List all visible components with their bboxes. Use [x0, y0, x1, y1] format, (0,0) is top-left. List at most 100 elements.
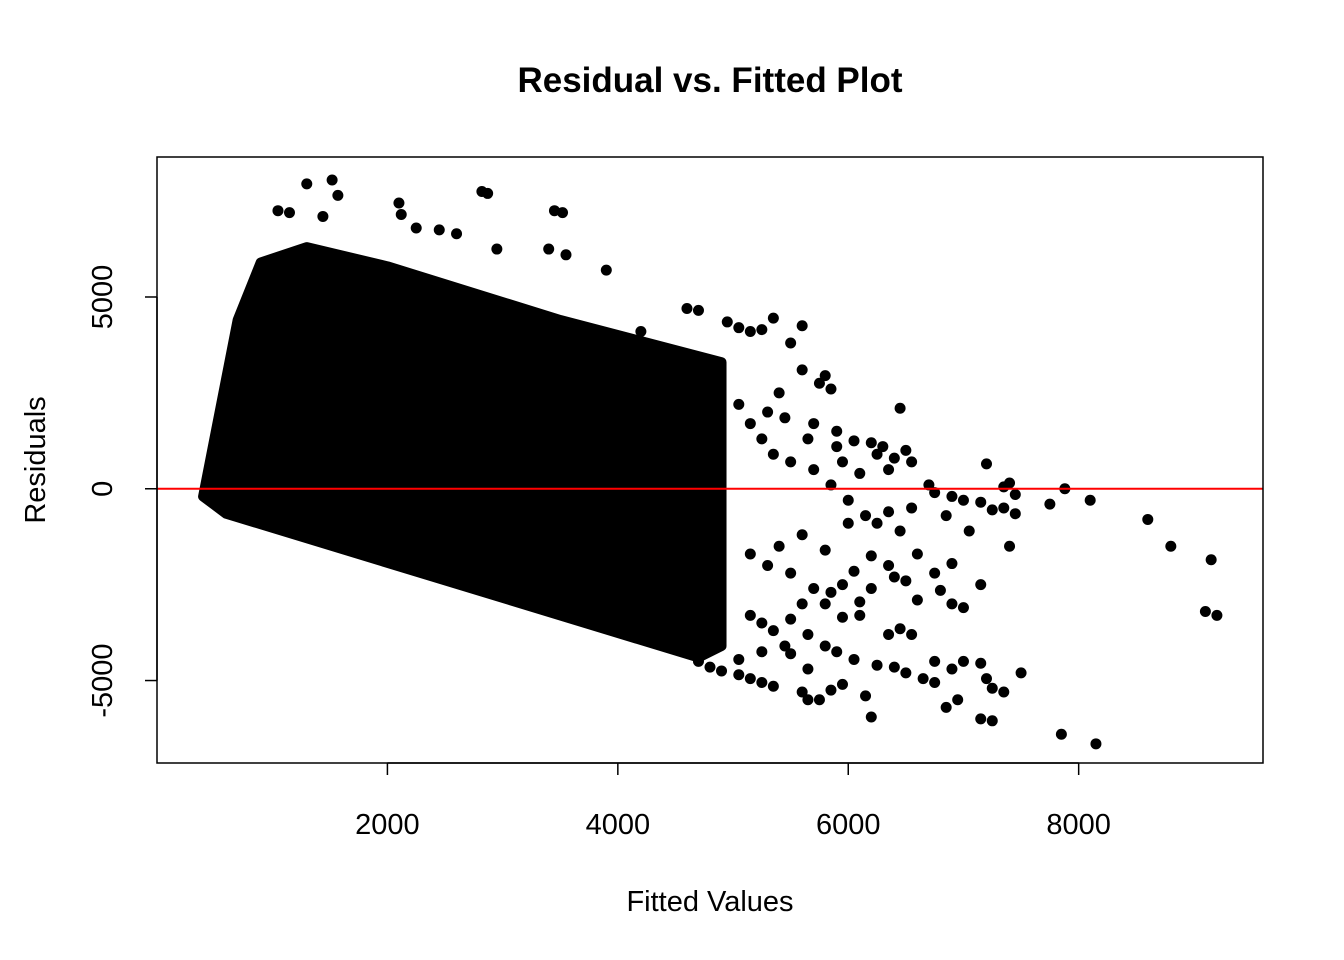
data-point: [1009, 489, 1021, 501]
data-point: [871, 659, 883, 671]
data-point: [692, 304, 704, 316]
data-point: [796, 320, 808, 332]
data-point: [808, 582, 820, 594]
data-point: [692, 655, 704, 667]
data-point: [986, 504, 998, 516]
data-point: [911, 548, 923, 560]
data-point: [1205, 554, 1217, 566]
data-point: [825, 586, 837, 598]
data-point: [934, 584, 946, 596]
y-axis: -5000 0 5000: [87, 265, 158, 718]
data-point: [819, 598, 831, 610]
data-point: [433, 224, 445, 236]
data-point: [865, 711, 877, 723]
data-point: [883, 629, 895, 641]
data-point: [963, 525, 975, 537]
data-point: [929, 567, 941, 579]
data-point: [744, 326, 756, 338]
data-point: [825, 479, 837, 491]
y-tick-label: 5000: [87, 265, 119, 330]
data-point: [975, 657, 987, 669]
data-point: [744, 548, 756, 560]
data-point: [906, 456, 918, 468]
data-point: [762, 559, 774, 571]
data-point: [332, 189, 344, 201]
data-point: [767, 312, 779, 324]
data-point: [888, 571, 900, 583]
data-point: [1015, 667, 1027, 679]
data-point: [283, 207, 295, 219]
data-point: [744, 418, 756, 430]
data-point: [557, 207, 569, 219]
data-point: [819, 370, 831, 382]
data-point: [836, 579, 848, 591]
data-point: [998, 502, 1010, 514]
data-point: [906, 629, 918, 641]
data-point: [981, 458, 992, 470]
data-point: [854, 596, 866, 608]
data-point: [986, 715, 998, 727]
data-point: [767, 680, 779, 692]
data-point: [1090, 738, 1102, 750]
data-point: [940, 701, 952, 713]
data-point: [451, 228, 463, 240]
data-point: [543, 243, 555, 255]
data-point: [831, 646, 843, 658]
data-point: [883, 464, 895, 476]
data-point: [802, 629, 814, 641]
data-point: [733, 398, 745, 410]
data-point: [317, 210, 329, 222]
data-point: [929, 676, 941, 688]
data-point: [831, 425, 843, 437]
data-point: [900, 575, 912, 587]
data-point: [917, 673, 929, 685]
y-tick-label: -5000: [87, 643, 119, 717]
data-point: [773, 540, 785, 552]
data-point: [560, 249, 572, 261]
data-point: [871, 448, 883, 460]
data-point: [986, 682, 998, 694]
data-point: [785, 456, 797, 468]
y-axis-label: Residuals: [20, 396, 52, 523]
data-point: [272, 205, 284, 217]
data-point: [940, 510, 952, 522]
dense-points-region: [198, 242, 727, 663]
dense-point-cloud: [198, 242, 727, 663]
data-point: [946, 598, 958, 610]
data-point: [946, 663, 958, 675]
data-point: [888, 452, 900, 464]
data-point: [825, 383, 837, 395]
data-point: [1199, 606, 1211, 617]
data-point: [802, 694, 814, 706]
data-point: [600, 264, 612, 276]
data-point: [808, 464, 820, 476]
data-point: [733, 322, 745, 334]
data-point: [888, 661, 900, 673]
data-point: [785, 337, 797, 349]
x-axis-label: Fitted Values: [626, 886, 793, 918]
data-point: [1165, 540, 1177, 552]
data-point: [721, 316, 733, 328]
data-point: [952, 694, 964, 706]
data-point: [848, 653, 860, 665]
data-point: [744, 673, 756, 685]
x-axis: 2000 4000 6000 8000: [355, 762, 1111, 841]
data-point: [894, 525, 906, 537]
data-point: [1004, 540, 1016, 552]
data-point: [819, 544, 831, 556]
data-point: [301, 178, 313, 190]
data-point: [1044, 498, 1056, 510]
data-point: [883, 559, 895, 571]
data-point: [635, 326, 647, 338]
data-point: [395, 209, 407, 221]
data-point: [785, 613, 797, 625]
data-point: [744, 609, 756, 621]
data-point: [1084, 494, 1096, 506]
data-point: [756, 676, 768, 688]
data-point: [865, 550, 877, 562]
data-point: [957, 655, 969, 667]
data-point: [860, 510, 872, 522]
data-point: [825, 684, 837, 696]
data-point: [1009, 508, 1021, 520]
